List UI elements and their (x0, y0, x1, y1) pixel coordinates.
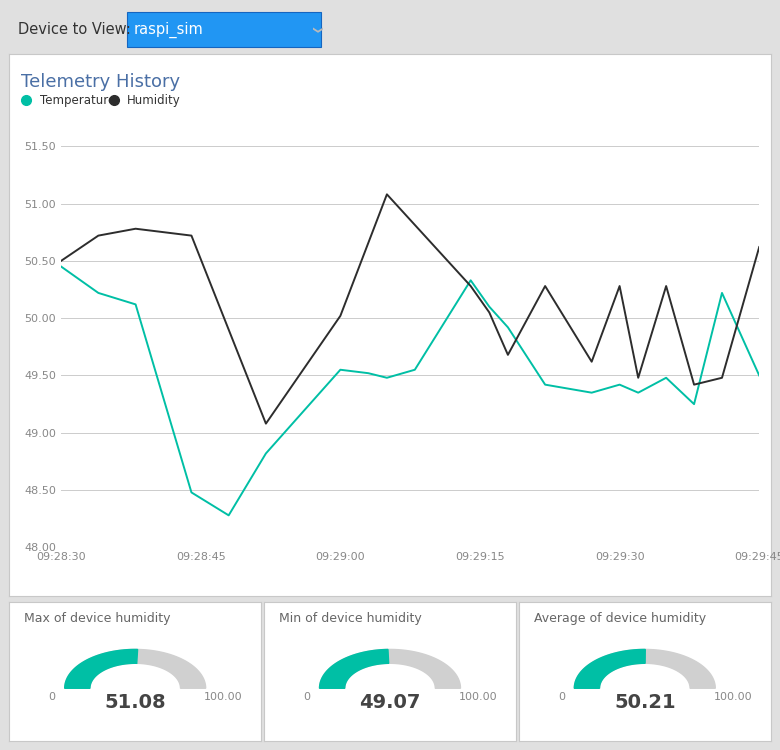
Text: 51.08: 51.08 (105, 693, 166, 712)
Text: raspi_sim: raspi_sim (133, 22, 204, 38)
Text: 50.21: 50.21 (614, 693, 675, 712)
Text: 0: 0 (303, 692, 310, 701)
Polygon shape (65, 650, 137, 688)
Polygon shape (574, 650, 645, 688)
Text: Max of device humidity: Max of device humidity (24, 612, 171, 625)
Text: 0: 0 (558, 692, 566, 701)
Text: Telemetry History: Telemetry History (21, 73, 180, 91)
Polygon shape (574, 650, 715, 688)
Text: 100.00: 100.00 (714, 692, 752, 701)
Polygon shape (65, 650, 206, 688)
Text: Average of device humidity: Average of device humidity (534, 612, 706, 625)
Text: 49.07: 49.07 (360, 693, 420, 712)
Text: 100.00: 100.00 (459, 692, 498, 701)
Text: 0: 0 (48, 692, 55, 701)
Text: Min of device humidity: Min of device humidity (279, 612, 422, 625)
Text: Device to View:: Device to View: (19, 22, 131, 37)
Polygon shape (320, 650, 460, 688)
Text: 100.00: 100.00 (204, 692, 243, 701)
FancyBboxPatch shape (127, 12, 321, 47)
Text: ❯: ❯ (310, 26, 321, 34)
Text: Humidity: Humidity (127, 94, 181, 106)
Text: Temperature: Temperature (40, 94, 115, 106)
Polygon shape (320, 650, 388, 688)
